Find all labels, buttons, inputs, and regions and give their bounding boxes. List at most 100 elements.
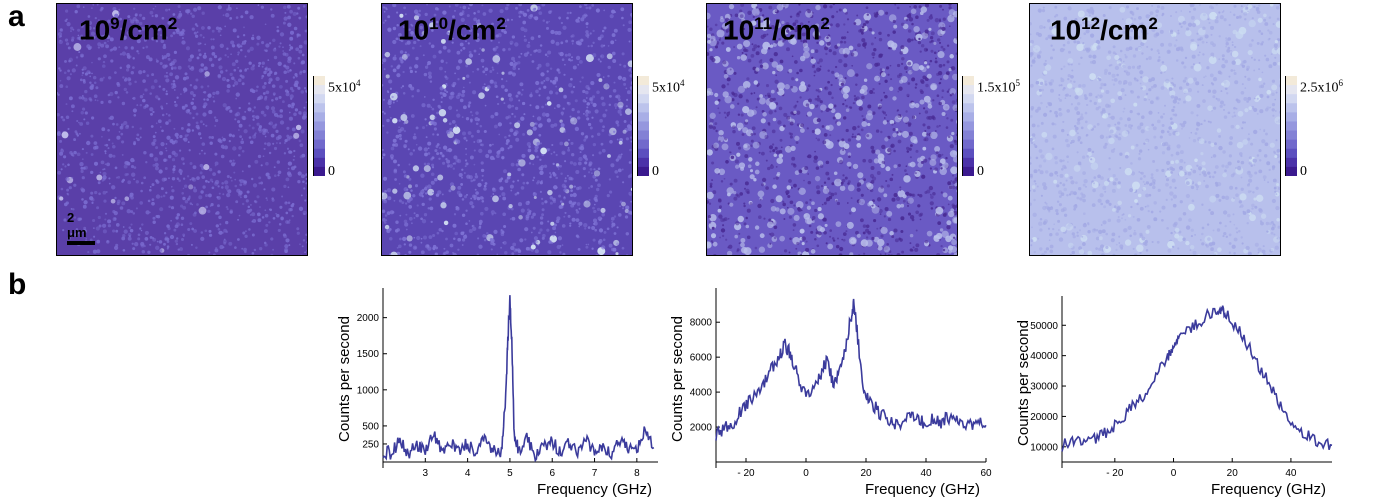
colorbar-step	[962, 112, 974, 122]
colorbar-step	[313, 103, 325, 113]
panel-letter-a: a	[8, 0, 25, 34]
colorbar-4	[1285, 76, 1297, 176]
x-tick-label: 60	[980, 468, 992, 479]
colorbar-min-label: 0	[652, 164, 659, 180]
x-tick-label: 20	[1227, 468, 1239, 479]
y-tick-label: 2000	[690, 423, 713, 434]
y-tick-label: 2000	[357, 313, 380, 324]
spectrum-line	[716, 299, 986, 441]
y-tick-label: 6000	[690, 353, 713, 364]
x-tick-label: - 20	[1106, 468, 1124, 479]
colorbar-step	[1285, 140, 1297, 150]
colorbar-step	[313, 85, 325, 95]
colorbar-max-label: 5x104	[652, 78, 685, 97]
colorbar-step	[1285, 121, 1297, 131]
colorbar-step	[962, 94, 974, 104]
colorbar-step	[313, 94, 325, 104]
colorbar-3	[962, 76, 974, 176]
colorbar-step	[962, 140, 974, 150]
spectrum-plot-3: - 20 0 20 40 10000 20000 30000 40000 50000 Freque…	[992, 284, 1334, 498]
x-tick-label: 8	[634, 468, 640, 479]
colorbar-max-label: 2.5x106	[1300, 78, 1343, 97]
density-label: 1011/cm2	[723, 14, 830, 46]
density-map-1: 109/cm2 2 μm	[56, 3, 308, 256]
y-tick-label: 40000	[1030, 351, 1058, 362]
x-axis-label: Frequency (GHz)	[537, 481, 652, 498]
colorbar-step	[962, 149, 974, 159]
colorbar-step	[962, 121, 974, 131]
colorbar-step	[962, 103, 974, 113]
colorbar-max-label: 5x104	[328, 78, 361, 97]
colorbar-step	[313, 140, 325, 150]
colorbar-step	[637, 112, 649, 122]
colorbar-step	[1285, 131, 1297, 141]
spectrum-line	[1062, 306, 1332, 452]
y-tick-label: 8000	[690, 318, 713, 329]
y-tick-label: 1000	[357, 385, 380, 396]
spectrum-plot-2: - 20 0 20 40 60 2000 4000 6000 8000 Frequency (GH…	[666, 284, 996, 498]
y-tick-label: 30000	[1030, 382, 1058, 393]
colorbar-step	[313, 149, 325, 159]
x-tick-label: 0	[1171, 468, 1177, 479]
colorbar-step	[1285, 85, 1297, 95]
y-tick-label: 4000	[690, 388, 713, 399]
colorbar-step	[1285, 149, 1297, 159]
spectrum-line	[383, 295, 654, 460]
colorbar-step	[637, 94, 649, 104]
colorbar-min-label: 0	[328, 164, 335, 180]
x-tick-label: 40	[1285, 468, 1297, 479]
colorbar-step	[1285, 167, 1297, 176]
x-tick-label: 20	[860, 468, 872, 479]
colorbar-2	[637, 76, 649, 176]
colorbar-step	[962, 85, 974, 95]
colorbar-step	[313, 131, 325, 141]
x-tick-label: - 20	[737, 468, 755, 479]
y-axis-label: Counts per second	[338, 316, 353, 442]
colorbar-step	[637, 103, 649, 113]
colorbar-step	[313, 76, 325, 86]
colorbar-step	[1285, 76, 1297, 86]
density-label: 1012/cm2	[1050, 14, 1158, 46]
colorbar-step	[1285, 112, 1297, 122]
colorbar-step	[962, 76, 974, 86]
density-map-3: 1011/cm2	[706, 3, 958, 256]
x-tick-label: 7	[592, 468, 598, 479]
colorbar-step	[313, 121, 325, 131]
scale-bar: 2 μm	[67, 210, 95, 245]
colorbar-step	[637, 140, 649, 150]
colorbar-step	[637, 121, 649, 131]
panel-letter-b: b	[8, 268, 26, 302]
x-tick-label: 0	[803, 468, 809, 479]
colorbar-step	[637, 76, 649, 86]
y-tick-label: 10000	[1030, 442, 1058, 453]
y-axis-label: Counts per second	[1015, 320, 1032, 446]
x-tick-label: 4	[465, 468, 471, 479]
y-tick-label: 250	[362, 439, 379, 450]
colorbar-step	[1285, 94, 1297, 104]
y-tick-label: 1500	[357, 349, 380, 360]
scale-bar-line	[67, 241, 95, 245]
colorbar-step	[313, 158, 325, 168]
colorbar-step	[1285, 158, 1297, 168]
colorbar-step	[637, 85, 649, 95]
colorbar-step	[637, 149, 649, 159]
colorbar-step	[637, 158, 649, 168]
x-axis-label: Frequency (GHz)	[1211, 481, 1326, 498]
colorbar-step	[962, 131, 974, 141]
colorbar-min-label: 0	[1300, 164, 1307, 180]
colorbar-step	[637, 167, 649, 176]
colorbar-step	[962, 167, 974, 176]
density-map-2: 1010/cm2	[381, 3, 633, 256]
spectrum-plot-1: 3 4 5 6 7 8 250 500 1000 1500 2000 Frequency (GHz) C…	[338, 284, 668, 498]
y-tick-label: 50000	[1030, 321, 1058, 332]
density-label: 109/cm2	[79, 14, 177, 46]
y-axis-label: Counts per second	[669, 316, 686, 442]
x-axis-label: Frequency (GHz)	[865, 481, 980, 498]
colorbar-min-label: 0	[977, 164, 984, 180]
y-tick-label: 20000	[1030, 412, 1058, 423]
colorbar-step	[1285, 103, 1297, 113]
x-tick-label: 3	[423, 468, 429, 479]
colorbar-max-label: 1.5x105	[977, 78, 1020, 97]
colorbar-step	[962, 158, 974, 168]
x-tick-label: 5	[507, 468, 513, 479]
